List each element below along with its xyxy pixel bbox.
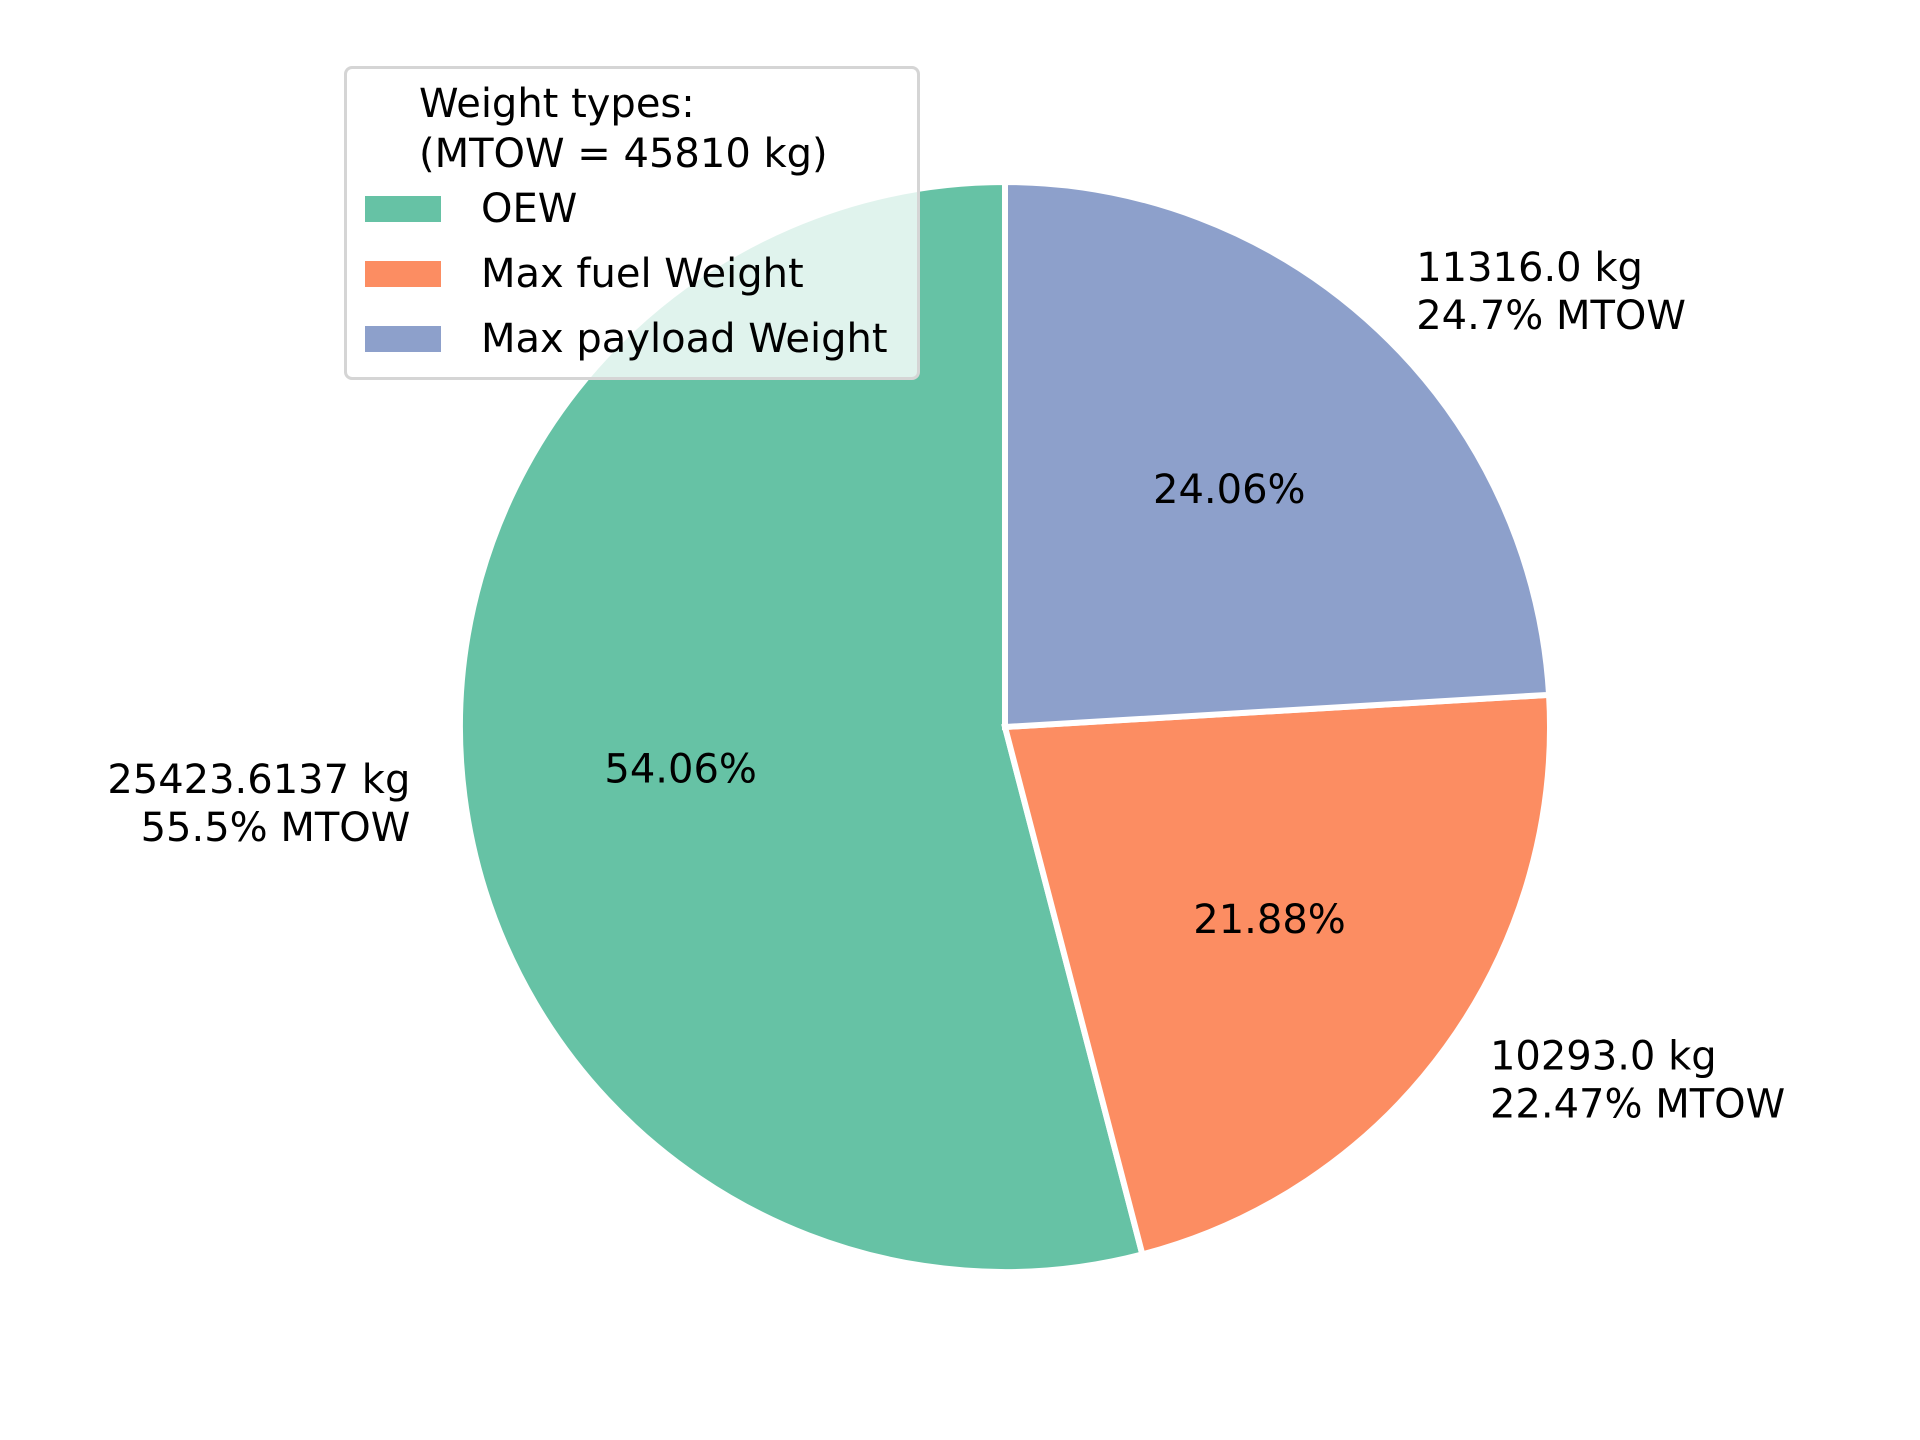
pct-label-max-fuel-weight: 21.88% <box>1193 897 1346 943</box>
pie-slice-max-fuel-weight <box>1001 691 1553 1259</box>
legend-item-oew: OEW <box>365 184 577 234</box>
pct-label-max-payload-weight: 24.06% <box>1153 467 1306 513</box>
legend-swatch-oew <box>365 196 441 222</box>
pct-label-oew: 54.06% <box>604 747 757 793</box>
outer-label-max-payload-weight: 11316.0 kg 24.7% MTOW <box>1416 245 1686 339</box>
legend-title: Weight types: (MTOW = 45810 kg) <box>419 79 828 179</box>
legend-item-max-fuel-weight: Max fuel Weight <box>365 249 804 299</box>
legend: Weight types: (MTOW = 45810 kg) OEW Max … <box>344 66 920 380</box>
legend-label-max-payload-weight: Max payload Weight <box>481 316 888 362</box>
legend-label-max-fuel-weight: Max fuel Weight <box>481 251 804 297</box>
legend-swatch-max-payload-weight <box>365 326 441 352</box>
legend-title-line-2: (MTOW = 45810 kg) <box>419 131 828 177</box>
outer-label-max-fuel-weight: 10293.0 kg 22.47% MTOW <box>1490 1033 1785 1127</box>
outer-label-oew: 25423.6137 kg 55.5% MTOW <box>107 757 410 851</box>
legend-label-oew: OEW <box>481 186 578 232</box>
legend-swatch-max-fuel-weight <box>365 261 441 287</box>
legend-title-line-1: Weight types: <box>419 81 695 127</box>
pie-slice-max-payload-weight <box>1002 178 1553 731</box>
legend-item-max-payload-weight: Max payload Weight <box>365 314 888 364</box>
